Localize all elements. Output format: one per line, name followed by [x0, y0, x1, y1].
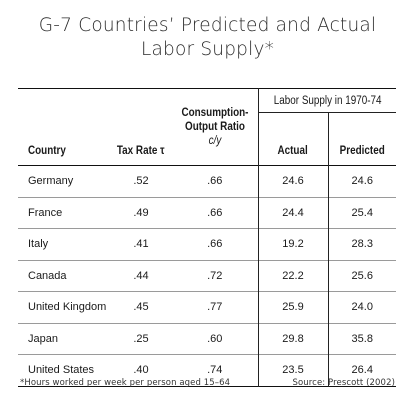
- table-row: Germany .52 .66 24.6 24.6: [18, 165, 397, 197]
- consumption-output-ratio-cell: .77: [207, 301, 223, 314]
- column-header-actual: Actual: [257, 112, 328, 166]
- predicted-labor-supply-cell: 25.6: [327, 260, 397, 292]
- country-cell: Canada: [28, 269, 67, 282]
- actual-labor-supply-cell: 24.4: [257, 197, 328, 229]
- table-row: Italy .41 .66 19.2 28.3: [18, 228, 397, 260]
- actual-labor-supply-cell: 22.2: [257, 260, 328, 292]
- actual-labor-supply-cell: 23.5: [257, 354, 328, 386]
- column-header-consumption-output-ratio: Consumption- Output Ratio c/y: [172, 89, 258, 166]
- source-note: Source: Prescott (2002): [292, 378, 395, 388]
- predicted-labor-supply-cell: 26.4: [327, 354, 397, 386]
- actual-labor-supply-cell: 19.2: [257, 228, 328, 260]
- table-row: United States .40 .74 23.5 26.4: [18, 354, 397, 386]
- table-row: Canada .44 .72 22.2 25.6: [18, 260, 397, 292]
- country-cell: France: [28, 206, 63, 219]
- predicted-labor-supply-cell: 24.0: [327, 291, 397, 323]
- table-row: United Kingdom .45 .77 25.9 24.0: [18, 291, 397, 323]
- footnote: *Hours worked per week per person aged 1…: [20, 378, 231, 388]
- predicted-labor-supply-cell: 35.8: [327, 323, 397, 355]
- consumption-output-ratio-cell: .60: [207, 332, 223, 345]
- labor-supply-table: Country Tax Rate τ Consumption- Output R…: [18, 88, 397, 387]
- tax-rate-cell: .25: [133, 332, 149, 345]
- title-line-2: Labor Supply*: [140, 39, 275, 60]
- actual-labor-supply-cell: 24.6: [257, 165, 328, 197]
- column-header-country: Country: [28, 145, 66, 157]
- consumption-header-line-2: Output Ratio: [184, 120, 245, 133]
- actual-labor-supply-cell: 29.8: [257, 323, 328, 355]
- consumption-header-symbol: c/y: [208, 134, 222, 147]
- consumption-output-ratio-cell: .66: [207, 238, 223, 251]
- table-row: Japan .25 .60 29.8 35.8: [18, 323, 397, 355]
- tax-rate-cell: .52: [133, 175, 149, 188]
- country-cell: Japan: [28, 332, 58, 345]
- page-title: G-7 Countries’ Predicted and Actual Labo…: [0, 14, 415, 62]
- country-cell: United Kingdom: [28, 301, 107, 314]
- actual-labor-supply-cell: 25.9: [257, 291, 328, 323]
- tax-rate-cell: .44: [133, 269, 149, 282]
- column-group-header-labor-supply: Labor Supply in 1970-74: [257, 88, 397, 113]
- consumption-output-ratio-cell: .66: [207, 206, 223, 219]
- title-line-1: G-7 Countries’ Predicted and Actual: [38, 15, 377, 36]
- consumption-output-ratio-cell: .72: [207, 269, 223, 282]
- tax-rate-cell: .45: [133, 301, 149, 314]
- predicted-labor-supply-cell: 24.6: [327, 165, 397, 197]
- tax-rate-cell: .49: [133, 206, 149, 219]
- column-header-tax-rate: Tax Rate τ: [117, 145, 165, 157]
- consumption-output-ratio-cell: .74: [207, 364, 223, 377]
- consumption-header-line-1: Consumption-: [181, 106, 249, 119]
- country-cell: Germany: [28, 175, 74, 188]
- predicted-labor-supply-cell: 25.4: [327, 197, 397, 229]
- table-row: France .49 .66 24.4 25.4: [18, 197, 397, 229]
- predicted-labor-supply-cell: 28.3: [327, 228, 397, 260]
- consumption-output-ratio-cell: .66: [207, 175, 223, 188]
- column-header-predicted: Predicted: [327, 112, 397, 166]
- tax-rate-cell: .40: [133, 364, 149, 377]
- tax-rate-cell: .41: [133, 238, 149, 251]
- country-cell: Italy: [28, 238, 49, 251]
- country-cell: United States: [28, 364, 95, 377]
- table-header-row-group: Country Tax Rate τ Consumption- Output R…: [18, 88, 397, 157]
